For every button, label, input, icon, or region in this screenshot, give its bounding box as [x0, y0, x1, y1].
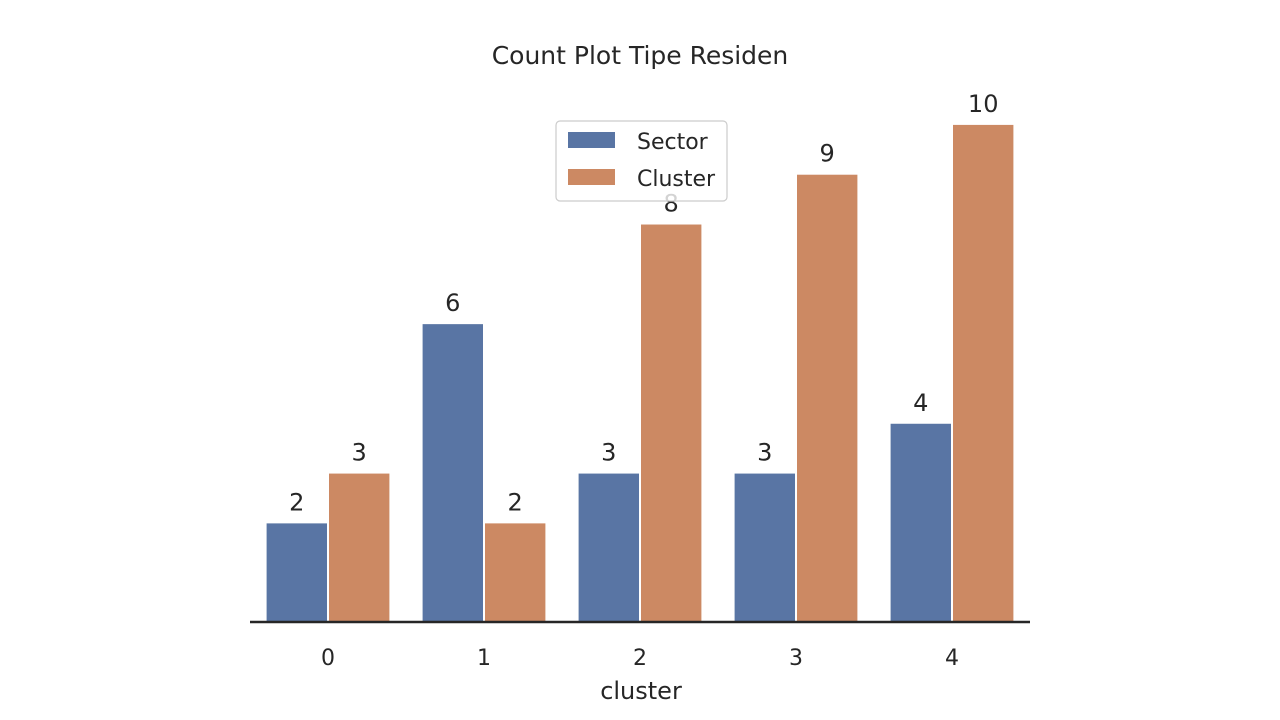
x-axis-label: cluster — [600, 677, 682, 705]
legend-swatch-sector — [568, 132, 615, 148]
bar-cluster-0 — [327, 471, 392, 623]
bar-cluster-3 — [795, 172, 860, 624]
bar-cluster-2 — [639, 222, 704, 624]
chart-title: Count Plot Tipe Residen — [492, 41, 789, 70]
data-label-sector-3: 3 — [757, 439, 772, 467]
data-label-cluster-3: 9 — [820, 140, 835, 168]
bar-sector-0 — [264, 521, 330, 624]
x-tick-label-2: 2 — [633, 646, 647, 671]
data-label-cluster-0: 3 — [352, 439, 367, 467]
legend-label-sector: Sector — [637, 130, 709, 155]
data-label-cluster-1: 2 — [508, 488, 523, 516]
x-tick-label-0: 0 — [321, 646, 335, 671]
data-label-sector-4: 4 — [913, 389, 928, 417]
x-tick-labels: 0 1 2 3 4 — [321, 646, 959, 671]
data-label-cluster-4: 10 — [968, 90, 999, 118]
x-tick-label-3: 3 — [789, 646, 803, 671]
x-tick-label-1: 1 — [477, 646, 491, 671]
bar-sector-4 — [888, 421, 953, 624]
bar-sector-2 — [576, 471, 641, 623]
bar-sector-1 — [420, 322, 486, 623]
legend-label-cluster: Cluster — [637, 167, 716, 192]
bar-cluster-1 — [483, 521, 548, 624]
bars-layer — [264, 122, 1016, 624]
x-tick-label-4: 4 — [945, 646, 959, 671]
data-label-sector-0: 2 — [289, 488, 304, 516]
bar-sector-3 — [732, 471, 797, 623]
data-label-sector-1: 6 — [445, 289, 460, 317]
data-label-sector-2: 3 — [601, 439, 616, 467]
legend: Sector Cluster — [555, 120, 728, 202]
legend-swatch-cluster — [568, 169, 615, 185]
bar-cluster-4 — [951, 122, 1016, 624]
